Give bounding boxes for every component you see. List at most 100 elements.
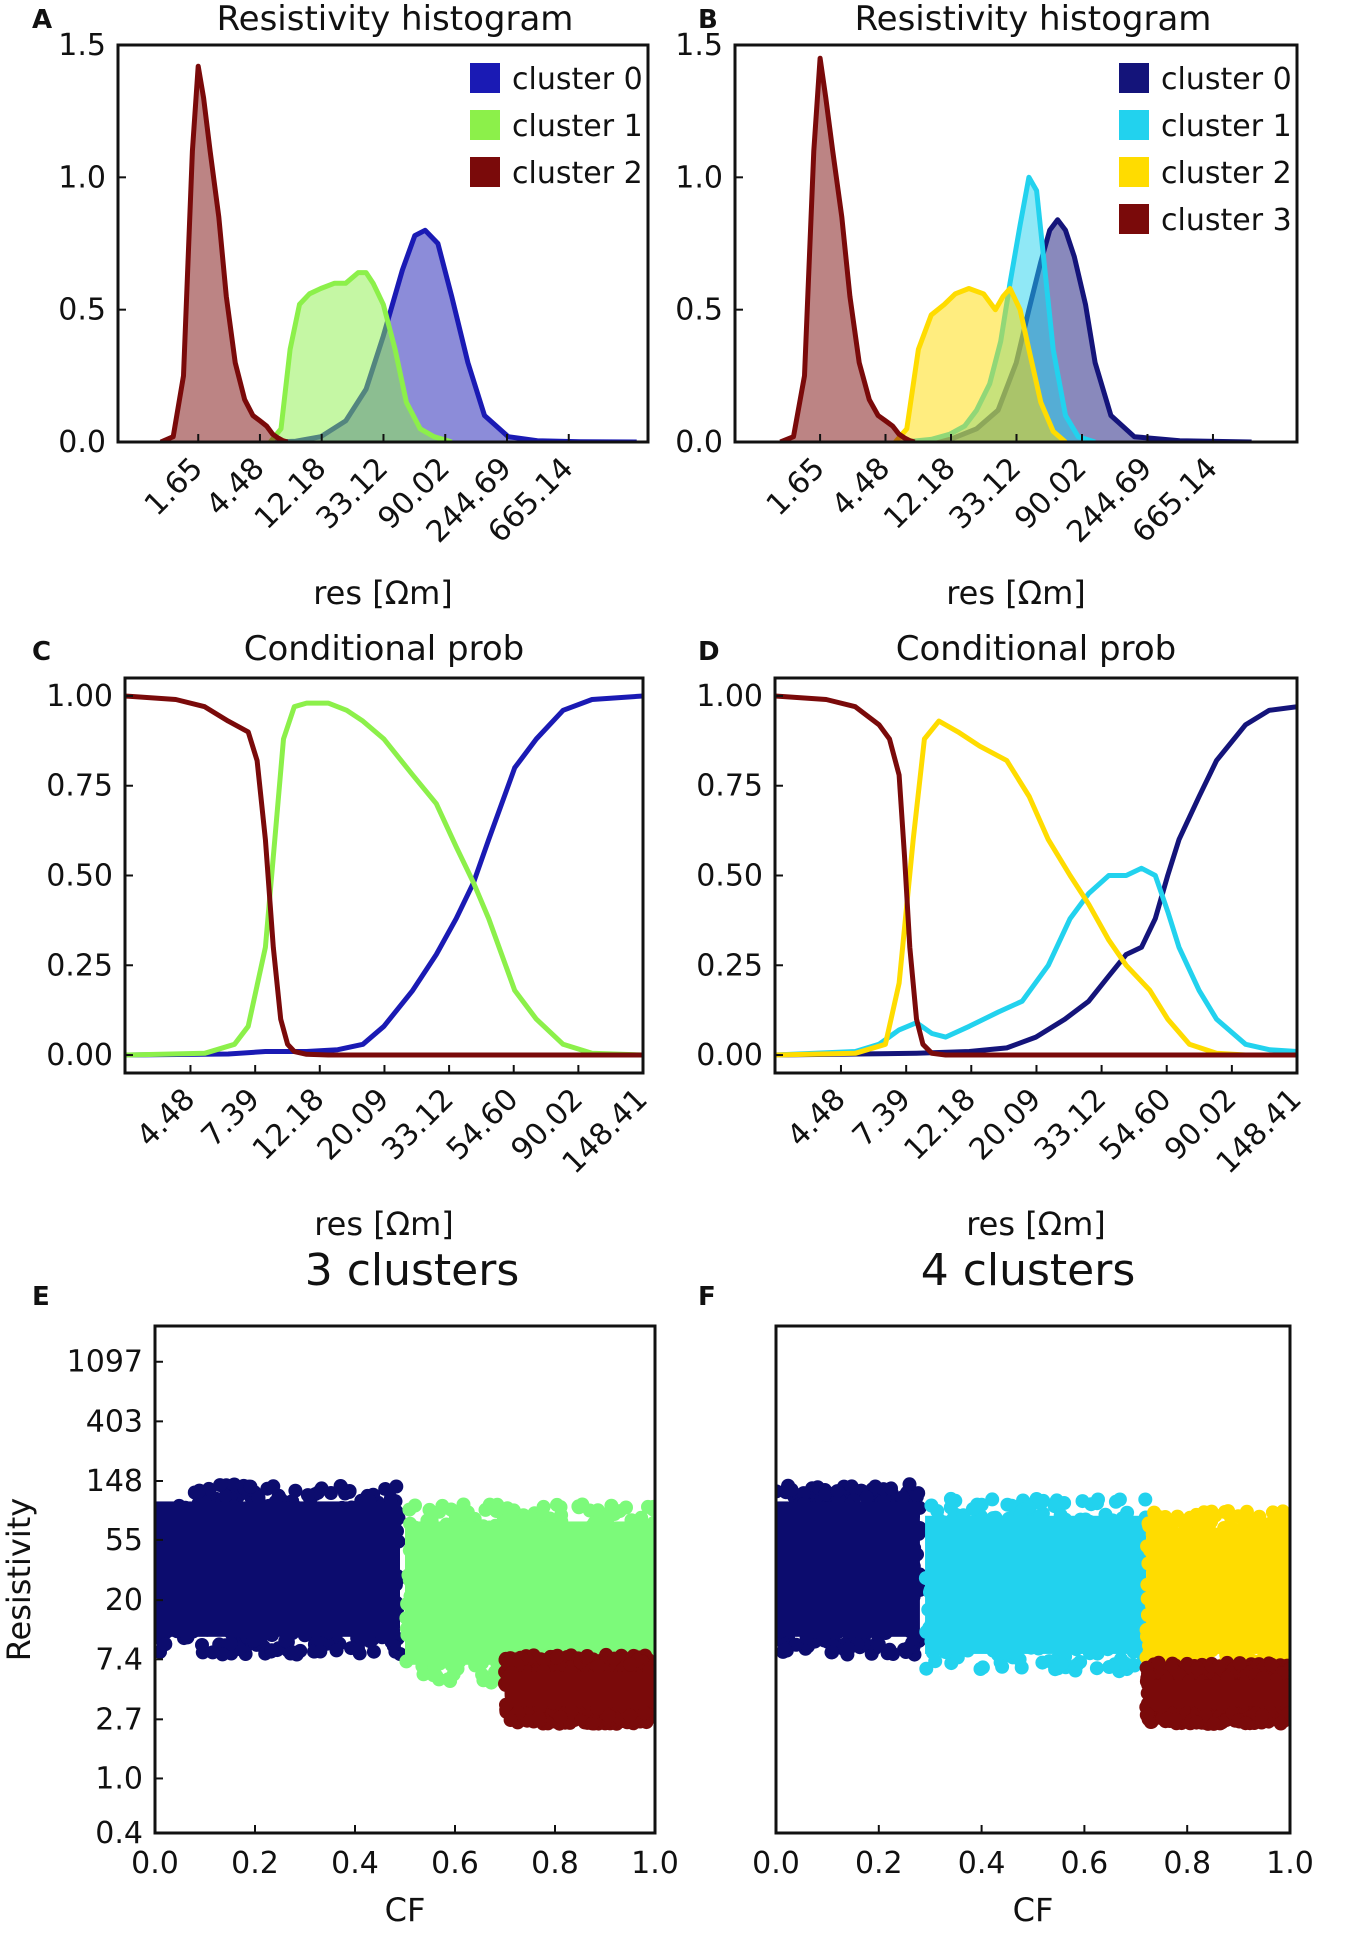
scatter-point-c0 <box>388 1644 403 1659</box>
series-line-1 <box>775 865 1297 1058</box>
scatter-core-c3 <box>1146 1679 1290 1707</box>
scatter-point-c1 <box>571 1499 586 1514</box>
plot-area <box>125 693 643 1058</box>
series-line-2 <box>775 718 1297 1058</box>
x-tick-label: 54.60 <box>1093 1082 1178 1167</box>
x-tick-label: 0.0 <box>752 1846 800 1881</box>
y-tick-label: 148 <box>86 1464 143 1499</box>
x-tick-label: 0.2 <box>855 1846 903 1881</box>
series-area-1 <box>904 177 1096 442</box>
x-tick-label: 1.65 <box>760 451 832 523</box>
scatter-point-c2 <box>553 1710 568 1725</box>
x-tick-label: 0.4 <box>958 1846 1006 1881</box>
scatter-point-c1 <box>619 1500 633 1515</box>
legend-entry: cluster 1 <box>1161 109 1292 144</box>
plot-area <box>155 1477 655 1731</box>
scatter-point-c0 <box>784 1482 799 1497</box>
y-tick-label: 1.5 <box>58 28 106 63</box>
scatter-point-c0 <box>884 1481 898 1496</box>
x-tick-label: 0.2 <box>231 1846 279 1881</box>
scatter-point-c3 <box>1206 1716 1221 1731</box>
x-tick-label: 12.18 <box>246 1082 331 1167</box>
scatter-point-c1 <box>590 1503 605 1518</box>
x-tick-label: 0.8 <box>1163 1846 1211 1881</box>
scatter-point-c1 <box>1075 1494 1090 1509</box>
scatter-point-c1 <box>607 1507 622 1521</box>
y-tick-label: 403 <box>86 1404 143 1439</box>
scatter-point-c0 <box>213 1478 227 1493</box>
y-tick-label: 1.00 <box>46 679 113 714</box>
scatter-point-c2 <box>531 1711 546 1725</box>
axes-frame <box>153 1324 657 1835</box>
y-tick-label: 1.0 <box>58 160 106 195</box>
series-area-0 <box>272 230 637 442</box>
scatter-point-c1 <box>924 1498 939 1513</box>
scatter-point-c2 <box>601 1709 616 1723</box>
scatter-point-c1 <box>506 1503 521 1518</box>
scatter-point-c0 <box>195 1638 209 1652</box>
scatter-point-c1 <box>1014 1660 1029 1675</box>
legend-entry: cluster 1 <box>512 109 643 144</box>
scatter-point-c0 <box>895 1490 910 1505</box>
x-tick-label: 33.12 <box>375 1082 460 1167</box>
scatter-point-c1 <box>995 1659 1010 1674</box>
y-tick-label: 0.5 <box>675 293 723 328</box>
panel-letter: F <box>698 1282 716 1312</box>
legend-swatch <box>1119 157 1149 187</box>
legend-swatch <box>470 63 500 93</box>
scatter-point-c3 <box>1264 1657 1279 1672</box>
scatter-core-c0 <box>776 1501 920 1637</box>
scatter-point-c1 <box>457 1506 472 1521</box>
y-tick-label: 0.0 <box>58 425 106 460</box>
scatter-point-c0 <box>205 1645 220 1660</box>
scatter-point-c0 <box>246 1633 261 1648</box>
scatter-point-c0 <box>859 1490 874 1505</box>
scatter-point-c3 <box>1140 1707 1155 1722</box>
x-tick-label: 1.0 <box>631 1846 679 1881</box>
scatter-point-c0 <box>882 1642 897 1657</box>
scatter-point-c2 <box>503 1713 518 1727</box>
scatter-point-c1 <box>975 1660 990 1675</box>
scatter-point-c1 <box>1073 1655 1088 1669</box>
scatter-point-c3 <box>1151 1655 1166 1670</box>
panel-title: 3 clusters <box>305 1245 520 1296</box>
scatter-point-c1 <box>1035 1655 1050 1670</box>
scatter-point-c3 <box>1238 1716 1253 1731</box>
x-tick-label: 0.6 <box>431 1846 479 1881</box>
scatter-point-c1 <box>1127 1658 1142 1673</box>
y-tick-label: 0.25 <box>46 948 113 983</box>
x-tick-label: 12.18 <box>897 1082 982 1167</box>
x-tick-label: 0.0 <box>131 1846 179 1881</box>
scatter-point-c2 <box>607 1651 622 1666</box>
y-tick-label: 0.25 <box>696 948 763 983</box>
plot-area <box>159 63 637 442</box>
scatter-point-c1 <box>1091 1492 1105 1507</box>
scatter-point-c0 <box>825 1645 840 1660</box>
scatter-point-c0 <box>300 1488 315 1503</box>
y-tick-label: 1.0 <box>95 1761 143 1796</box>
scatter-point-c3 <box>1141 1669 1156 1683</box>
series-line-0 <box>125 693 643 1058</box>
scatter-point-c1 <box>943 1500 958 1515</box>
scatter-point-c1 <box>536 1507 551 1522</box>
scatter-point-c0 <box>902 1477 917 1492</box>
y-tick-label: 0.00 <box>46 1038 113 1073</box>
scatter-point-c0 <box>366 1644 381 1659</box>
scatter-point-c1 <box>429 1669 444 1683</box>
legend-entry: cluster 3 <box>1161 203 1292 238</box>
y-tick-label: 1.00 <box>696 679 763 714</box>
legend-entry: cluster 0 <box>1161 62 1292 97</box>
plot-area <box>779 55 1252 442</box>
legend-swatch <box>1119 110 1149 140</box>
legend-entry: cluster 0 <box>512 62 643 97</box>
scatter-point-c2 <box>580 1649 595 1663</box>
x-tick-label: 12.18 <box>877 451 962 536</box>
legend-swatch <box>1119 63 1149 93</box>
scatter-point-c0 <box>778 1642 793 1657</box>
y-tick-label: 0.50 <box>46 859 113 894</box>
scatter-point-c3 <box>1273 1716 1288 1731</box>
x-tick-label: 0.8 <box>531 1846 579 1881</box>
x-tick-label: 4.48 <box>130 1082 202 1154</box>
scatter-point-c2 <box>1195 1515 1210 1530</box>
scatter-point-c0 <box>830 1484 845 1499</box>
